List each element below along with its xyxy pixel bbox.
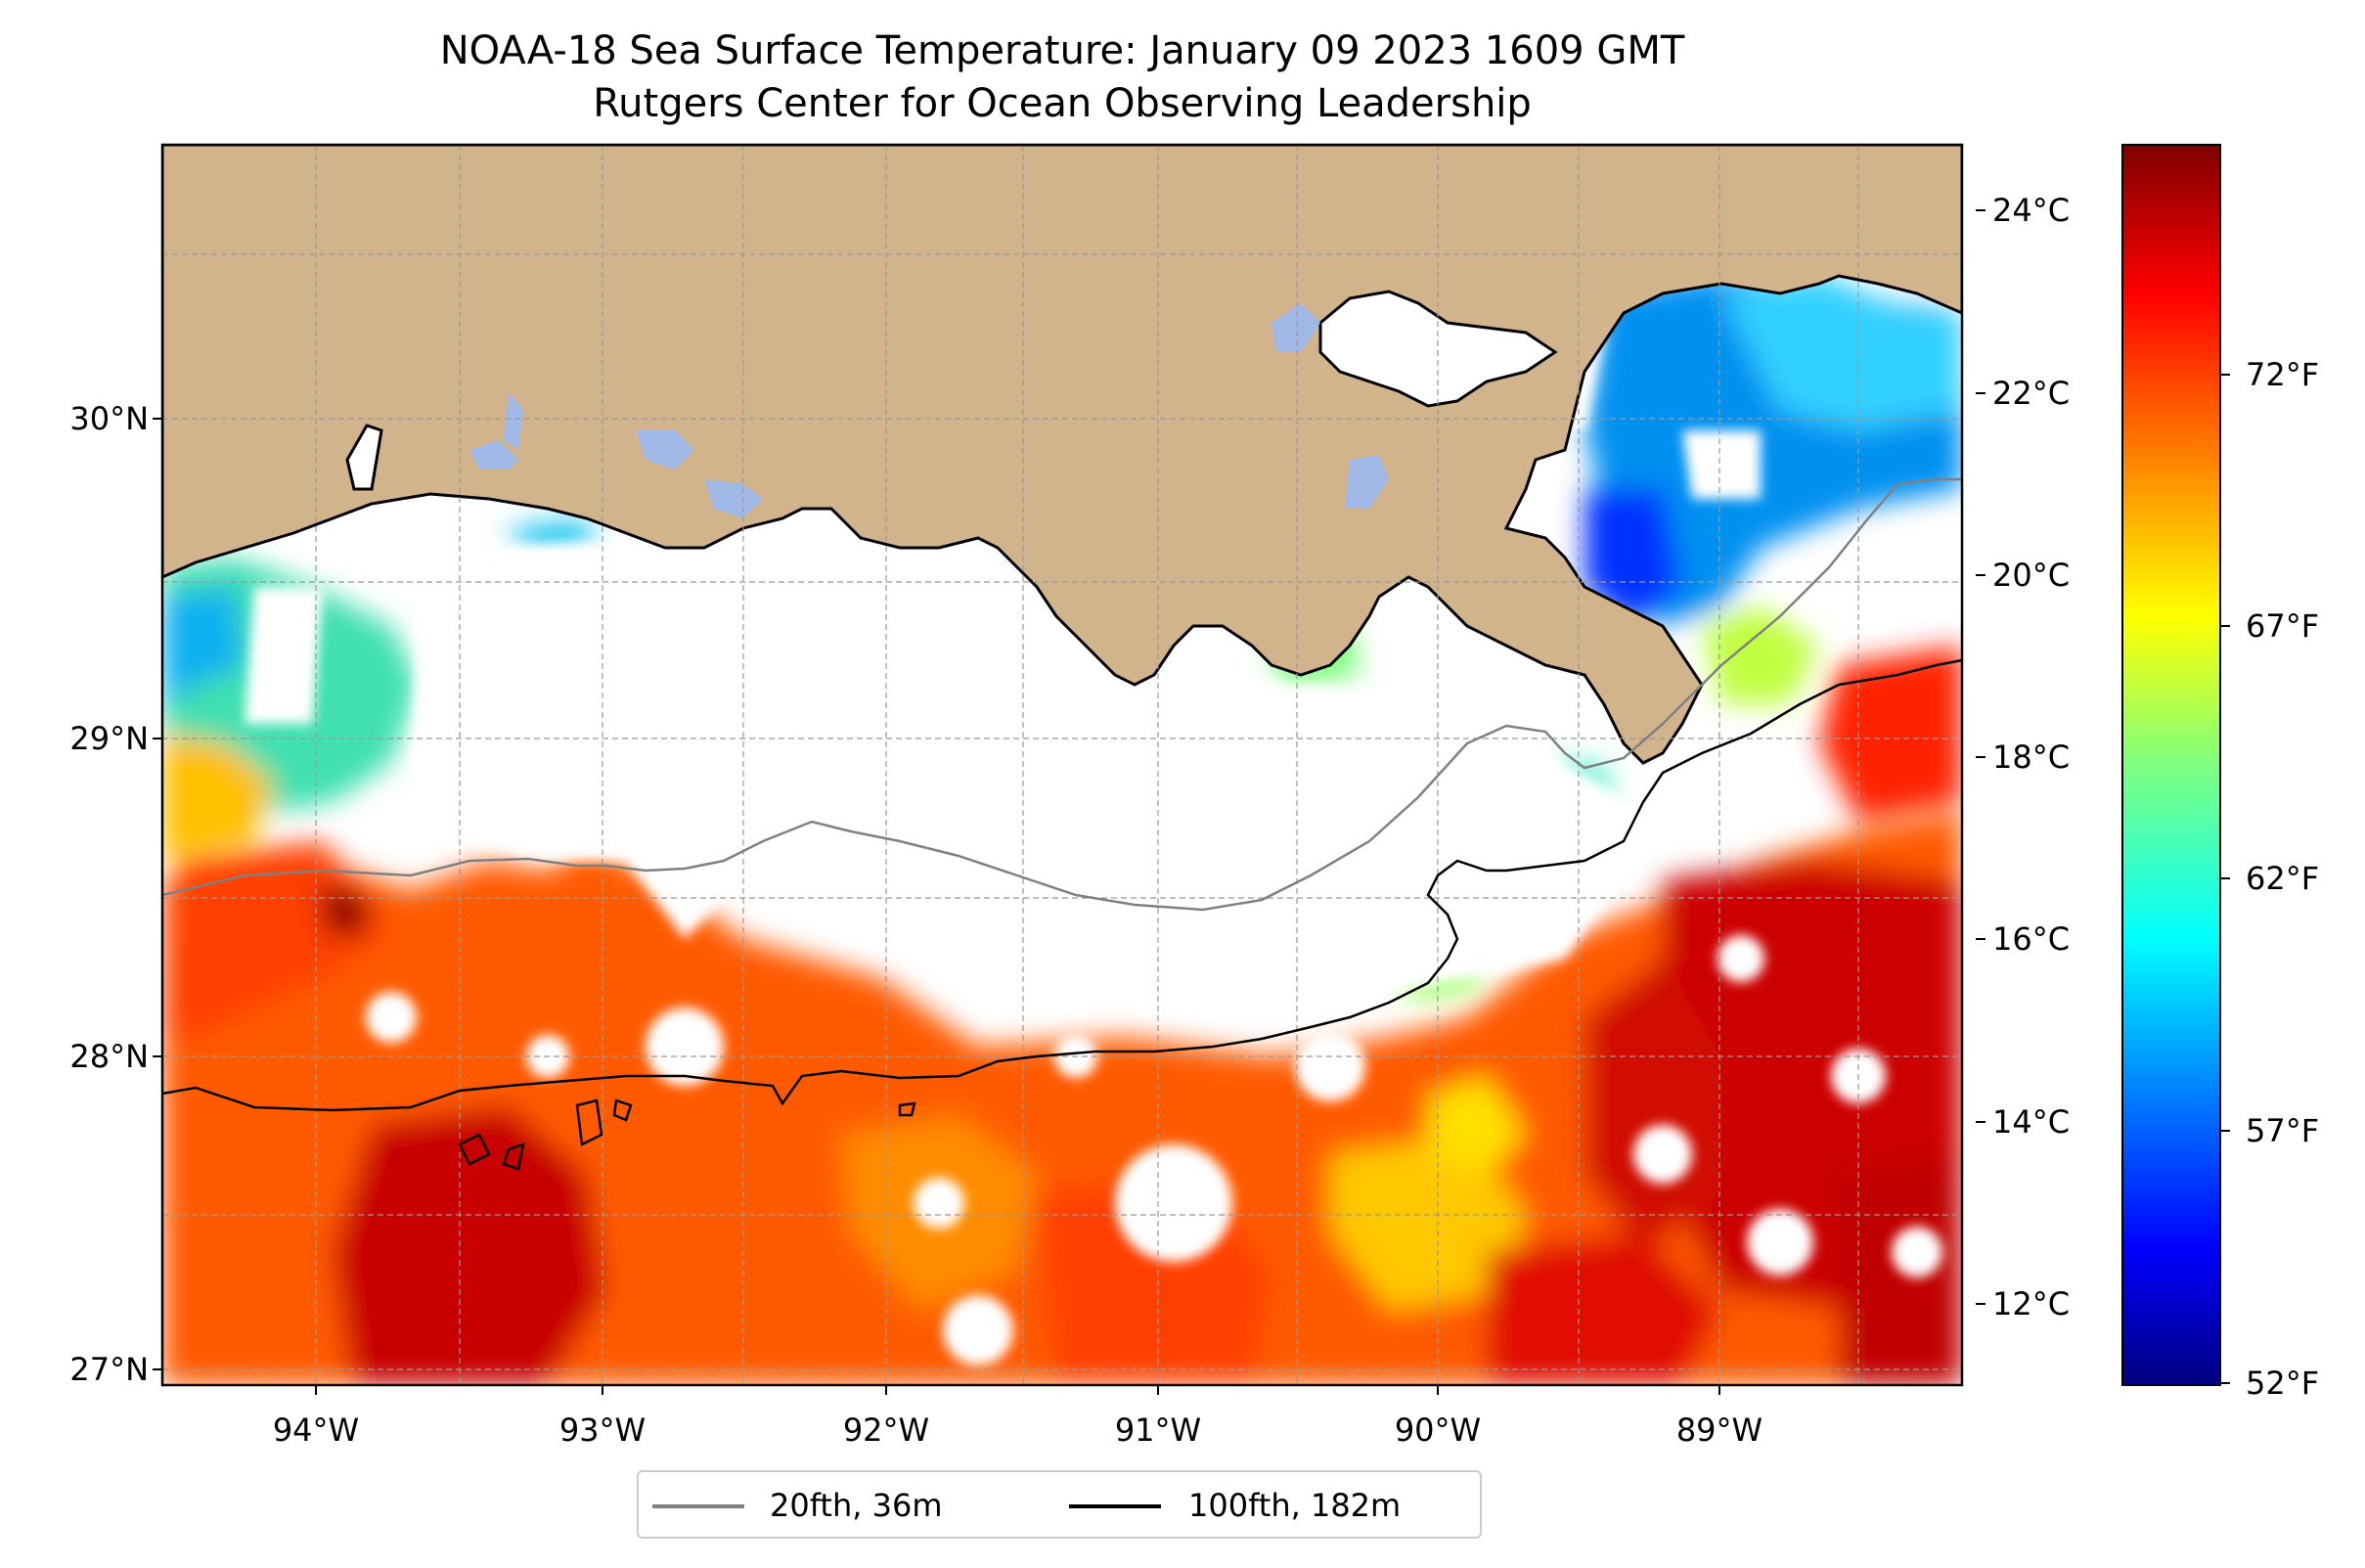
lake-pontchartrain bbox=[1318, 290, 1558, 408]
chart-subtitle: Rutgers Center for Ocean Observing Leade… bbox=[593, 81, 1532, 126]
lat-label-28: 28°N bbox=[69, 1038, 149, 1075]
lat-label-27: 27°N bbox=[69, 1351, 149, 1388]
chart-title: NOAA-18 Sea Surface Temperature: January… bbox=[439, 28, 1685, 73]
lat-label-30: 30°N bbox=[69, 400, 149, 437]
lon-label-94: 94°W bbox=[272, 1411, 360, 1449]
contour-20fth bbox=[162, 477, 1962, 912]
colorbar-label-12c: 12°C bbox=[1992, 1285, 2071, 1322]
axis-ticks bbox=[153, 418, 1720, 1395]
lat-label-29: 29°N bbox=[69, 720, 149, 757]
legend-label-100fth: 100fth, 182m bbox=[1188, 1487, 1402, 1524]
land bbox=[162, 145, 1962, 765]
colorbar-label-62f: 62°F bbox=[2246, 860, 2320, 897]
colorbar-label-72f: 72°F bbox=[2246, 356, 2320, 393]
colorbar-label-20c: 20°C bbox=[1992, 557, 2071, 594]
lon-label-92: 92°W bbox=[842, 1411, 930, 1449]
colorbar-label-57f: 57°F bbox=[2246, 1112, 2320, 1149]
legend-swatch-20fth bbox=[652, 1504, 744, 1508]
gridlines bbox=[162, 145, 1962, 1385]
colorbar-label-14c: 14°C bbox=[1992, 1103, 2071, 1141]
map-frame bbox=[160, 143, 1964, 1387]
legend: 20fth, 36m 100fth, 182m bbox=[637, 1470, 1482, 1539]
colorbar-label-18c: 18°C bbox=[1992, 739, 2071, 776]
colorbar-label-16c: 16°C bbox=[1992, 920, 2071, 958]
colorbar-ticks bbox=[1976, 209, 2230, 1384]
contour-100fth bbox=[162, 658, 1962, 1112]
colorbar-label-52f: 52°F bbox=[2246, 1365, 2320, 1402]
map-area bbox=[162, 145, 1962, 1385]
shelf-islands bbox=[458, 1098, 916, 1171]
lon-label-89: 89°W bbox=[1675, 1411, 1763, 1449]
lon-label-91: 91°W bbox=[1114, 1411, 1202, 1449]
lon-label-90: 90°W bbox=[1394, 1411, 1482, 1449]
colorbar-label-22c: 22°C bbox=[1992, 375, 2071, 412]
colorbar bbox=[2121, 144, 2221, 1386]
legend-label-20fth: 20fth, 36m bbox=[770, 1487, 943, 1524]
legend-swatch-100fth bbox=[1069, 1504, 1161, 1508]
colorbar-label-67f: 67°F bbox=[2246, 607, 2320, 645]
lon-label-93: 93°W bbox=[558, 1411, 647, 1449]
inland-lakes bbox=[469, 303, 1389, 518]
colorbar-label-24c: 24°C bbox=[1992, 192, 2071, 229]
sst-field bbox=[162, 274, 1962, 1385]
